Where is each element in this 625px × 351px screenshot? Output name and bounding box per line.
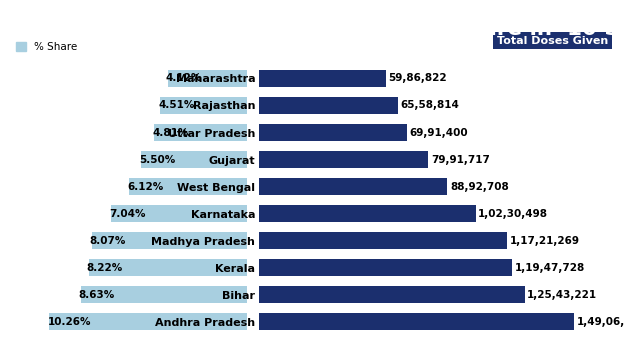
Text: 5.50%: 5.50%: [139, 154, 176, 165]
Bar: [259, 178, 448, 195]
Text: 67%: 67%: [11, 17, 68, 41]
Text: 7.04%: 7.04%: [109, 208, 146, 219]
Bar: [259, 205, 476, 222]
Bar: [81, 286, 247, 303]
Text: 88,92,708: 88,92,708: [450, 181, 509, 192]
Bar: [259, 259, 512, 276]
Bar: [91, 232, 247, 249]
Bar: [129, 178, 247, 195]
Text: 1,19,47,728: 1,19,47,728: [514, 263, 585, 273]
Text: 4.12%: 4.12%: [166, 73, 202, 84]
Bar: [259, 151, 428, 168]
Bar: [259, 70, 386, 87]
Text: 65,58,814: 65,58,814: [401, 100, 459, 111]
Text: 69,91,400: 69,91,400: [410, 127, 468, 138]
Text: 79,91,717: 79,91,717: [431, 154, 490, 165]
Text: 8.07%: 8.07%: [89, 236, 126, 246]
Text: 1,49,06,543: 1,49,06,543: [577, 317, 625, 327]
Text: Total Doses Given: Total Doses Given: [497, 35, 608, 46]
Text: 8.63%: 8.63%: [79, 290, 115, 300]
Text: 59,86,822: 59,86,822: [389, 73, 447, 84]
Bar: [154, 124, 247, 141]
Bar: [49, 313, 247, 330]
Text: 4.51%: 4.51%: [158, 100, 194, 111]
Bar: [160, 97, 247, 114]
Text: 4.81%: 4.81%: [152, 127, 189, 138]
Text: 1,02,30,498: 1,02,30,498: [478, 208, 548, 219]
Bar: [141, 151, 247, 168]
Bar: [168, 70, 247, 87]
Bar: [259, 97, 398, 114]
Text: 8.22%: 8.22%: [87, 263, 123, 273]
Bar: [111, 205, 247, 222]
Text: 1,25,43,221: 1,25,43,221: [527, 290, 598, 300]
Legend: % Share: % Share: [11, 38, 82, 56]
Bar: [89, 259, 247, 276]
Bar: [259, 232, 507, 249]
Text: 6.12%: 6.12%: [127, 181, 163, 192]
Bar: [259, 124, 407, 141]
Text: of cumulative doses given so far, are in  10 States: of cumulative doses given so far, are in…: [68, 19, 625, 39]
Bar: [259, 286, 524, 303]
Text: 10.26%: 10.26%: [48, 317, 91, 327]
Text: 1,17,21,269: 1,17,21,269: [510, 236, 580, 246]
Bar: [259, 313, 574, 330]
